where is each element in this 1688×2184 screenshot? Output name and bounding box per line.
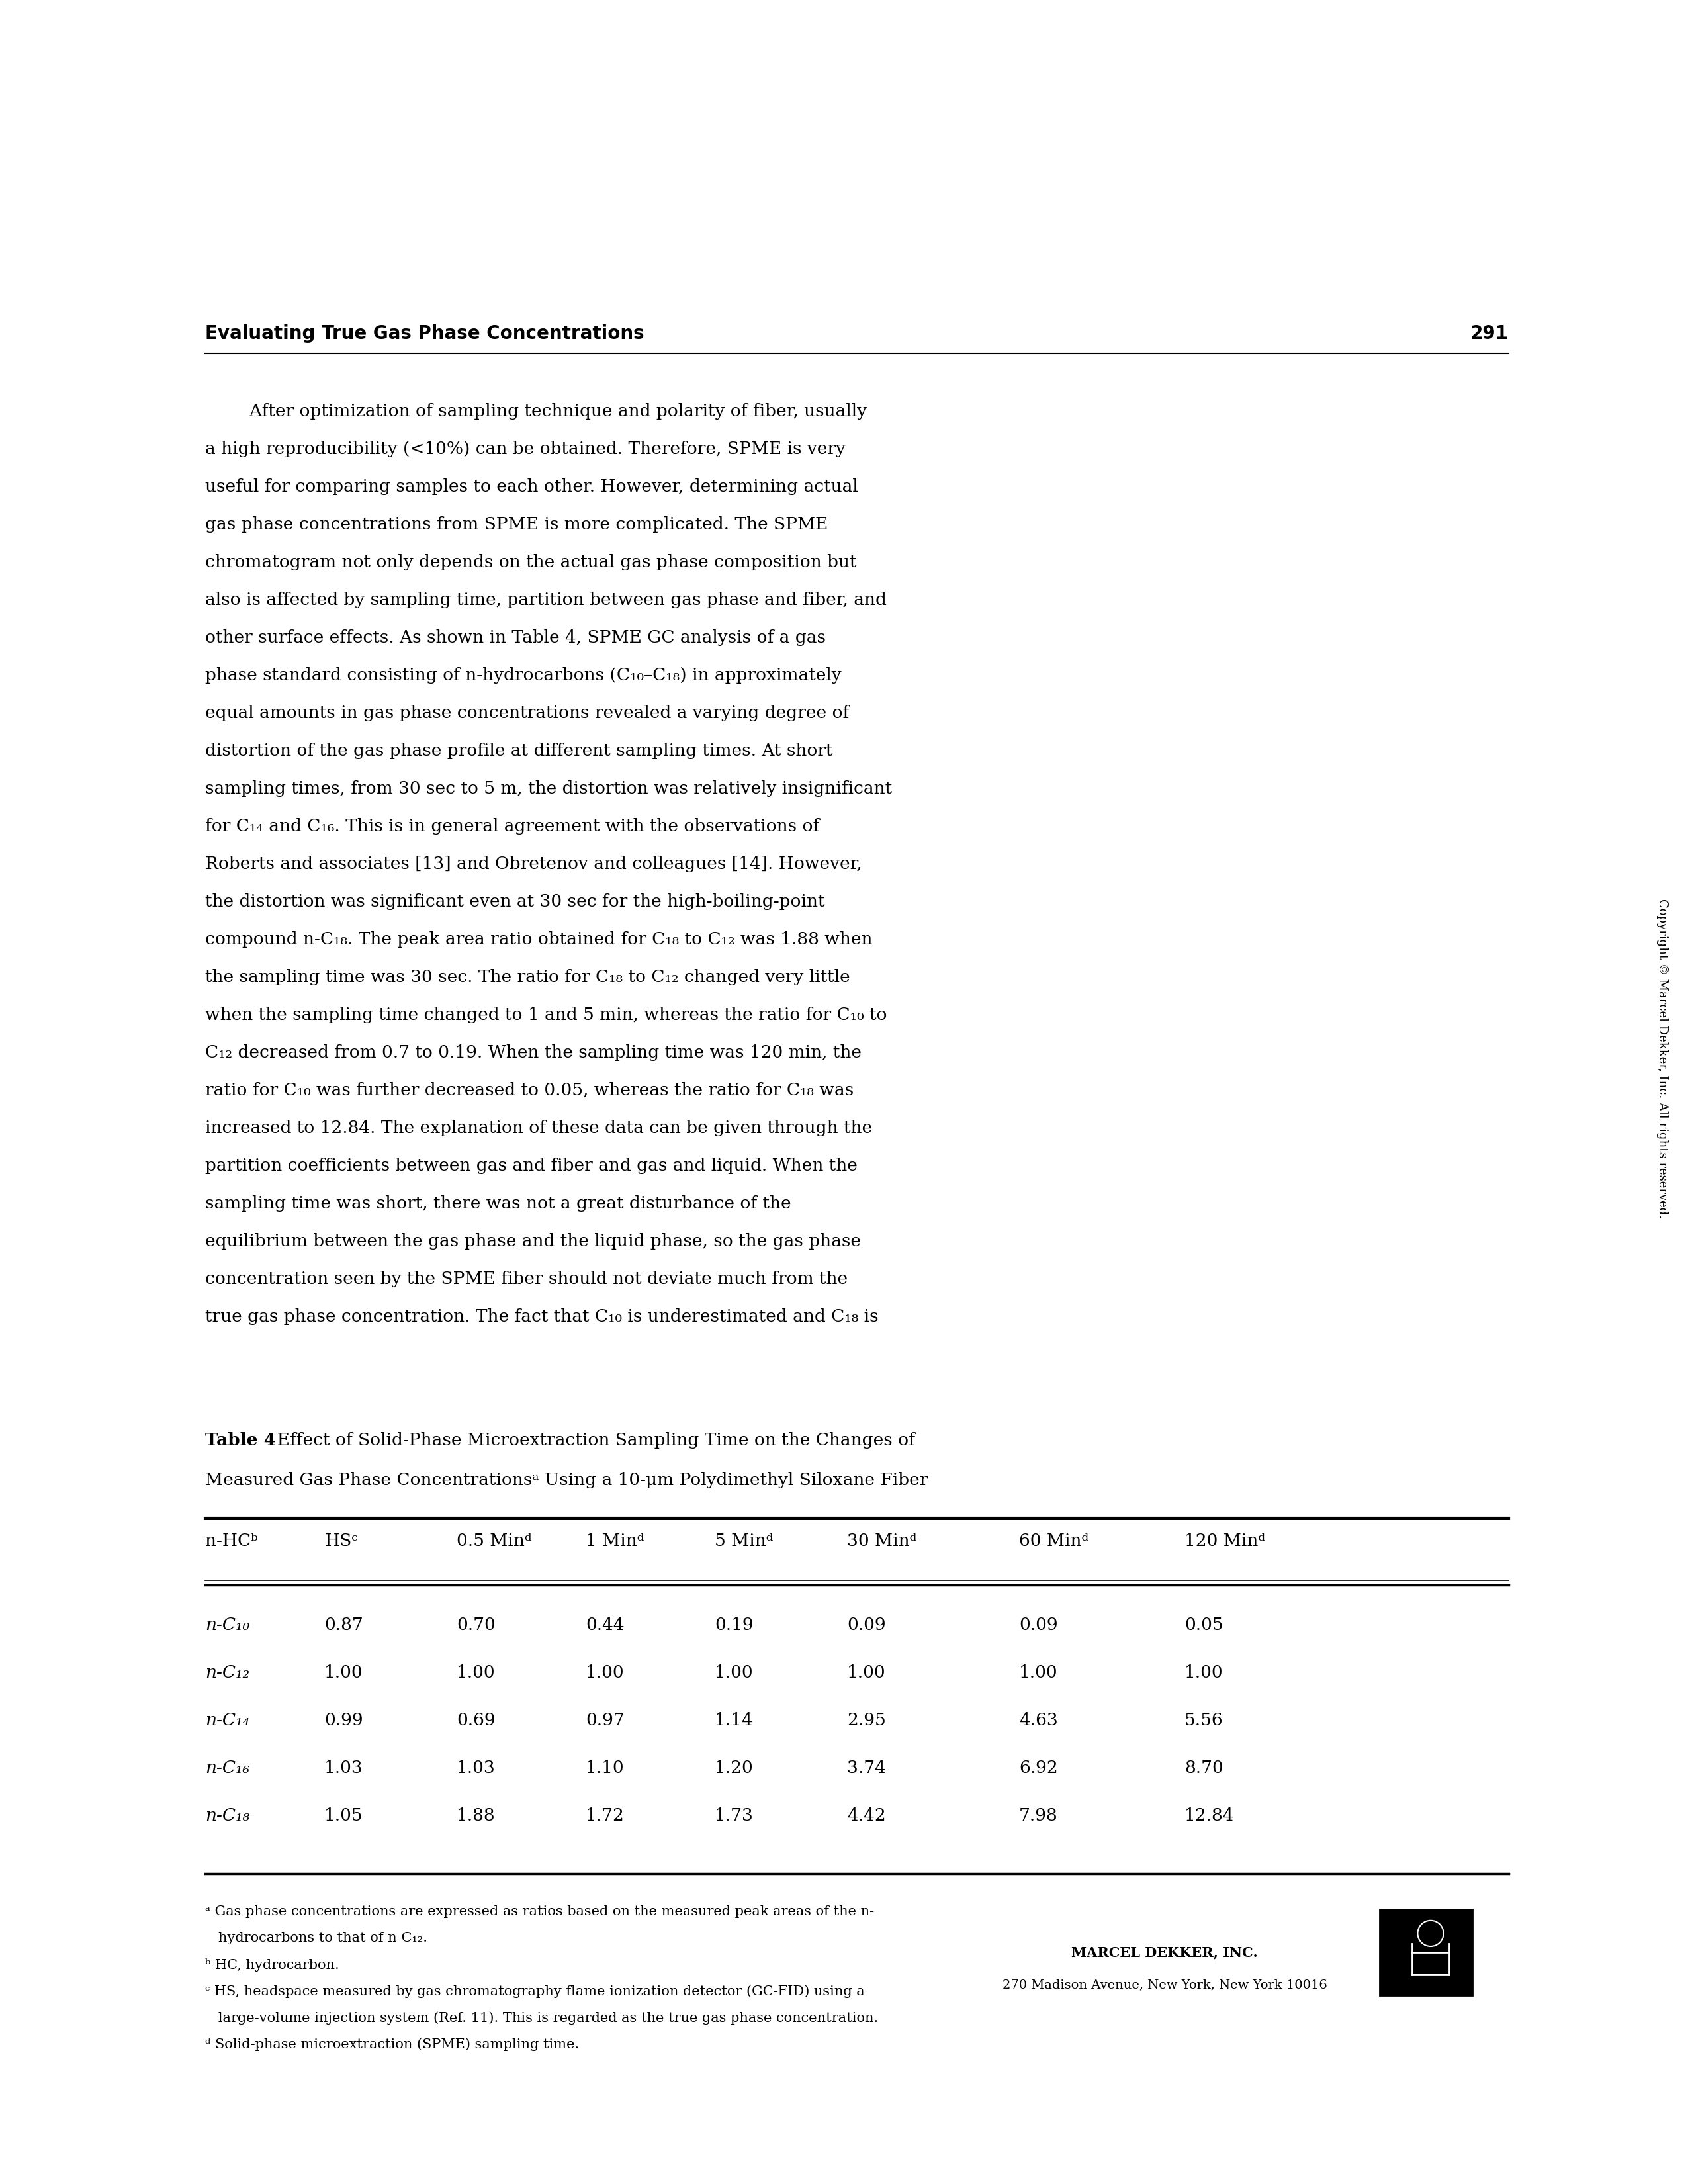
Text: 1.03: 1.03 [456, 1760, 496, 1776]
Text: 0.99: 0.99 [324, 1712, 363, 1730]
Text: n-C₁₀: n-C₁₀ [206, 1616, 250, 1634]
Text: 1.72: 1.72 [586, 1808, 625, 1824]
Text: hydrocarbons to that of n-C₁₂.: hydrocarbons to that of n-C₁₂. [206, 1933, 427, 1944]
Text: 1.00: 1.00 [1185, 1664, 1224, 1682]
Text: when the sampling time changed to 1 and 5 min, whereas the ratio for C₁₀ to: when the sampling time changed to 1 and … [206, 1007, 886, 1022]
Text: 1.00: 1.00 [324, 1664, 363, 1682]
Text: Copyright © Marcel Dekker, Inc. All rights reserved.: Copyright © Marcel Dekker, Inc. All righ… [1656, 900, 1668, 1219]
Text: distortion of the gas phase profile at different sampling times. At short: distortion of the gas phase profile at d… [206, 743, 832, 760]
Text: n-C₁₈: n-C₁₈ [206, 1808, 250, 1824]
Text: Measured Gas Phase Concentrationsᵃ Using a 10-μm Polydimethyl Siloxane Fiber: Measured Gas Phase Concentrationsᵃ Using… [206, 1472, 928, 1489]
Text: Table 4: Table 4 [206, 1433, 277, 1448]
Text: equilibrium between the gas phase and the liquid phase, so the gas phase: equilibrium between the gas phase and th… [206, 1234, 861, 1249]
Text: 3.74: 3.74 [847, 1760, 886, 1776]
Text: ᶜ HS, headspace measured by gas chromatography flame ionization detector (GC-FID: ᶜ HS, headspace measured by gas chromato… [206, 1985, 864, 1998]
Text: 0.05: 0.05 [1185, 1616, 1224, 1634]
Text: 270 Madison Avenue, New York, New York 10016: 270 Madison Avenue, New York, New York 1… [1003, 1979, 1327, 1992]
Text: Effect of Solid-Phase Microextraction Sampling Time on the Changes of: Effect of Solid-Phase Microextraction Sa… [267, 1433, 915, 1448]
Text: increased to 12.84. The explanation of these data can be given through the: increased to 12.84. The explanation of t… [206, 1120, 873, 1136]
Text: gas phase concentrations from SPME is more complicated. The SPME: gas phase concentrations from SPME is mo… [206, 515, 829, 533]
Text: 1.05: 1.05 [324, 1808, 363, 1824]
Text: 0.69: 0.69 [456, 1712, 495, 1730]
Text: the sampling time was 30 sec. The ratio for C₁₈ to C₁₂ changed very little: the sampling time was 30 sec. The ratio … [206, 970, 851, 985]
Text: 5 Minᵈ: 5 Minᵈ [714, 1533, 773, 1548]
Text: 8.70: 8.70 [1185, 1760, 1224, 1776]
Text: 0.19: 0.19 [714, 1616, 753, 1634]
Text: equal amounts in gas phase concentrations revealed a varying degree of: equal amounts in gas phase concentration… [206, 705, 849, 721]
Text: C₁₂ decreased from 0.7 to 0.19. When the sampling time was 120 min, the: C₁₂ decreased from 0.7 to 0.19. When the… [206, 1044, 861, 1061]
Text: 2.95: 2.95 [847, 1712, 886, 1730]
Text: compound n-C₁₈. The peak area ratio obtained for C₁₈ to C₁₂ was 1.88 when: compound n-C₁₈. The peak area ratio obta… [206, 930, 873, 948]
Text: 6.92: 6.92 [1020, 1760, 1058, 1776]
Text: n-C₁₂: n-C₁₂ [206, 1664, 250, 1682]
Text: also is affected by sampling time, partition between gas phase and fiber, and: also is affected by sampling time, parti… [206, 592, 886, 607]
Text: 1.00: 1.00 [586, 1664, 625, 1682]
Text: 1.00: 1.00 [1020, 1664, 1058, 1682]
Text: 1.10: 1.10 [586, 1760, 625, 1776]
Text: 1.73: 1.73 [714, 1808, 753, 1824]
Text: useful for comparing samples to each other. However, determining actual: useful for comparing samples to each oth… [206, 478, 858, 496]
Text: 1.00: 1.00 [456, 1664, 495, 1682]
Text: 1.20: 1.20 [714, 1760, 753, 1776]
Bar [1379, 1909, 1472, 1996]
Text: ᵇ HC, hydrocarbon.: ᵇ HC, hydrocarbon. [206, 1959, 339, 1972]
Text: chromatogram not only depends on the actual gas phase composition but: chromatogram not only depends on the act… [206, 555, 856, 570]
Text: n-C₁₄: n-C₁₄ [206, 1712, 250, 1730]
Text: 0.97: 0.97 [586, 1712, 625, 1730]
Text: 0.5 Minᵈ: 0.5 Minᵈ [456, 1533, 532, 1548]
Text: 291: 291 [1470, 323, 1509, 343]
Text: 30 Minᵈ: 30 Minᵈ [847, 1533, 917, 1548]
Text: 12.84: 12.84 [1185, 1808, 1234, 1824]
Text: n-HCᵇ: n-HCᵇ [206, 1533, 258, 1548]
Text: phase standard consisting of n-hydrocarbons (C₁₀–C₁₈) in approximately: phase standard consisting of n-hydrocarb… [206, 666, 841, 684]
Text: concentration seen by the SPME fiber should not deviate much from the: concentration seen by the SPME fiber sho… [206, 1271, 847, 1286]
Text: 1.88: 1.88 [456, 1808, 495, 1824]
Text: the distortion was significant even at 30 sec for the high-boiling-point: the distortion was significant even at 3… [206, 893, 825, 911]
Text: 4.63: 4.63 [1020, 1712, 1058, 1730]
Text: HSᶜ: HSᶜ [324, 1533, 358, 1548]
Text: sampling time was short, there was not a great disturbance of the: sampling time was short, there was not a… [206, 1195, 792, 1212]
Text: ᵃ Gas phase concentrations are expressed as ratios based on the measured peak ar: ᵃ Gas phase concentrations are expressed… [206, 1904, 874, 1918]
Text: MARCEL DEKKER, INC.: MARCEL DEKKER, INC. [1072, 1946, 1258, 1959]
Text: other surface effects. As shown in Table 4, SPME GC analysis of a gas: other surface effects. As shown in Table… [206, 629, 825, 646]
Text: 4.42: 4.42 [847, 1808, 886, 1824]
Text: 1 Minᵈ: 1 Minᵈ [586, 1533, 645, 1548]
Text: 1.14: 1.14 [714, 1712, 753, 1730]
Text: Roberts and associates [13] and Obretenov and colleagues [14]. However,: Roberts and associates [13] and Obreteno… [206, 856, 863, 871]
Circle shape [1418, 1920, 1443, 1946]
Text: 0.44: 0.44 [586, 1616, 625, 1634]
Text: sampling times, from 30 sec to 5 m, the distortion was relatively insignificant: sampling times, from 30 sec to 5 m, the … [206, 780, 891, 797]
Text: a high reproducibility (<10%) can be obtained. Therefore, SPME is very: a high reproducibility (<10%) can be obt… [206, 441, 846, 456]
Text: ᵈ Solid-phase microextraction (SPME) sampling time.: ᵈ Solid-phase microextraction (SPME) sam… [206, 2038, 579, 2051]
Text: 5.56: 5.56 [1185, 1712, 1224, 1730]
Text: n-C₁₆: n-C₁₆ [206, 1760, 250, 1776]
Text: partition coefficients between gas and fiber and gas and liquid. When the: partition coefficients between gas and f… [206, 1158, 858, 1175]
Text: 0.09: 0.09 [1020, 1616, 1058, 1634]
Text: true gas phase concentration. The fact that C₁₀ is underestimated and C₁₈ is: true gas phase concentration. The fact t… [206, 1308, 878, 1326]
Text: 1.00: 1.00 [714, 1664, 753, 1682]
Text: 120 Minᵈ: 120 Minᵈ [1185, 1533, 1266, 1548]
Text: 60 Minᵈ: 60 Minᵈ [1020, 1533, 1089, 1548]
Text: 0.70: 0.70 [456, 1616, 496, 1634]
Text: 1.03: 1.03 [324, 1760, 363, 1776]
Text: 7.98: 7.98 [1020, 1808, 1058, 1824]
Text: 1.00: 1.00 [847, 1664, 886, 1682]
Text: After optimization of sampling technique and polarity of fiber, usually: After optimization of sampling technique… [206, 404, 868, 419]
Text: 0.09: 0.09 [847, 1616, 886, 1634]
Text: 0.87: 0.87 [324, 1616, 363, 1634]
Text: large-volume injection system (Ref. 11). This is regarded as the true gas phase : large-volume injection system (Ref. 11).… [206, 2011, 878, 2025]
Text: ratio for C₁₀ was further decreased to 0.05, whereas the ratio for C₁₈ was: ratio for C₁₀ was further decreased to 0… [206, 1081, 854, 1099]
Text: Evaluating True Gas Phase Concentrations: Evaluating True Gas Phase Concentrations [206, 323, 645, 343]
Text: for C₁₄ and C₁₆. This is in general agreement with the observations of: for C₁₄ and C₁₆. This is in general agre… [206, 819, 819, 834]
